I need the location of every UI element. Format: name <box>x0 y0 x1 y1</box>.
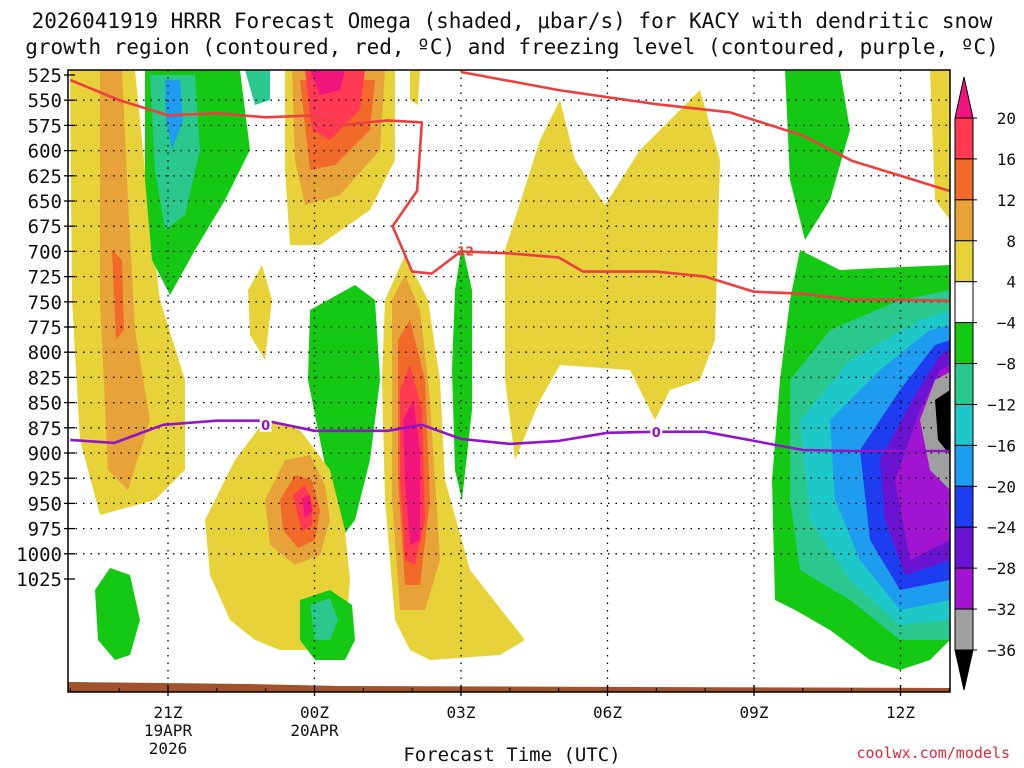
omega-region-11 <box>310 70 345 95</box>
x-tick-label-06Z: 06Z <box>593 703 622 722</box>
omega-region-29 <box>95 568 140 660</box>
x-tick-label-00Z: 00Z <box>300 703 329 722</box>
y-tick-label-800: 800 <box>28 342 62 364</box>
y-tick-label-825: 825 <box>28 367 62 389</box>
colorbar-seg-12 <box>954 608 974 651</box>
colorbar-label-11: −28 <box>987 559 1016 578</box>
omega-region-6 <box>245 70 270 105</box>
y-tick-label-1025: 1025 <box>16 569 62 591</box>
colorbar-label-4: 4 <box>1006 273 1016 292</box>
chart-title-line2: growth region (contoured, red, ºC) and f… <box>25 35 999 59</box>
axes: 525 550 575 600 625 650 675 700 725 750 775 800 825 8… <box>16 65 951 758</box>
x-axis-title: Forecast Time (UTC) <box>403 744 621 766</box>
colorbar-label-5: −4 <box>997 314 1016 333</box>
y-tick-label-600: 600 <box>28 141 62 163</box>
colorbar: 20 16 12 8 4 −4 −8 −12 −16 −20 −24 −28 −32 −36 <box>954 76 1016 691</box>
y-tick-label-950: 950 <box>28 493 62 515</box>
terrain-strip <box>68 682 950 692</box>
colorbar-seg-5 <box>954 322 974 365</box>
x-tick-label-09Z: 09Z <box>740 703 769 722</box>
colorbar-seg-7 <box>954 403 974 446</box>
y-tick-label-900: 900 <box>28 443 62 465</box>
y-tick-label-875: 875 <box>28 418 62 440</box>
credit-text: coolwx.com/models <box>856 744 1010 762</box>
y-tick-label-625: 625 <box>28 166 62 188</box>
dgz-label: -12 <box>452 244 474 258</box>
colorbar-label-6: −8 <box>997 355 1016 374</box>
omega-shading <box>70 70 950 670</box>
chart-title-line1: 2026041919 HRRR Forecast Omega (shaded, … <box>31 9 993 33</box>
y-tick-label-725: 725 <box>28 267 62 289</box>
omega-region-21 <box>403 400 420 545</box>
colorbar-label-2: 12 <box>997 191 1016 210</box>
y-tick-label-650: 650 <box>28 191 62 213</box>
contour-lines: 0 0 -12 <box>69 70 950 453</box>
y-tick-label-975: 975 <box>28 519 62 541</box>
omega-region-40 <box>930 70 950 220</box>
colorbar-label-9: −20 <box>987 477 1016 496</box>
colorbar-label-13: −36 <box>987 641 1016 660</box>
contour-0 <box>70 419 950 453</box>
y-tick-label-675: 675 <box>28 216 62 238</box>
omega-region-28 <box>310 598 338 640</box>
y-tick-label-775: 775 <box>28 317 62 339</box>
colorbar-seg-10 <box>954 526 974 569</box>
contour-1 <box>69 78 950 303</box>
colorbar-label-1: 16 <box>997 150 1016 169</box>
omega-region-16 <box>452 245 472 500</box>
colorbar-seg-8 <box>954 444 974 487</box>
y-tick-label-525: 525 <box>28 65 62 87</box>
colorbar-seg-9 <box>954 485 974 528</box>
y-tick-label-850: 850 <box>28 393 62 415</box>
y-tick-label-575: 575 <box>28 115 62 137</box>
plot-frame <box>67 69 951 693</box>
colorbar-seg-3 <box>954 240 974 283</box>
omega-region-1 <box>100 70 150 490</box>
freezing-label-1: 0 <box>652 426 661 441</box>
colorbar-label-3: 8 <box>1006 232 1016 251</box>
colorbar-seg-2 <box>954 199 974 242</box>
colorbar-seg-1 <box>954 158 974 201</box>
colorbar-seg-0 <box>954 117 974 160</box>
omega-region-14 <box>505 90 720 460</box>
colorbar-label-8: −16 <box>987 436 1016 455</box>
x-tick-sublabel-21Z-1: 2026 <box>149 739 188 758</box>
x-tick-label-03Z: 03Z <box>447 703 476 722</box>
freezing-label-0: 0 <box>261 419 270 434</box>
colorbar-bottom-arrow <box>954 649 974 691</box>
freezing-label-bg-0 <box>259 416 272 432</box>
y-tick-label-925: 925 <box>28 468 62 490</box>
omega-region-39 <box>935 390 950 455</box>
omega-region-13 <box>248 265 272 360</box>
colorbar-label-10: −24 <box>987 518 1016 537</box>
y-tick-label-700: 700 <box>28 241 62 263</box>
x-tick-sublabel-00Z-0: 20APR <box>290 721 339 740</box>
omega-region-2 <box>112 250 124 340</box>
colorbar-label-0: 20 <box>997 109 1016 128</box>
colorbar-seg-4 <box>954 281 974 324</box>
x-tick-label-21Z: 21Z <box>154 703 183 722</box>
colorbar-top-arrow <box>954 76 974 119</box>
grid-lines <box>68 70 950 692</box>
x-tick-sublabel-21Z-0: 19APR <box>144 721 193 740</box>
y-tick-label-550: 550 <box>28 90 62 112</box>
colorbar-seg-6 <box>954 363 974 405</box>
y-tick-label-1000: 1000 <box>16 544 62 566</box>
contour-2 <box>460 70 950 193</box>
freezing-label-bg-1 <box>650 423 663 439</box>
colorbar-label-12: −32 <box>987 600 1016 619</box>
omega-region-26 <box>302 495 312 518</box>
colorbar-seg-11 <box>954 567 974 610</box>
omega-region-30 <box>785 70 850 240</box>
omega-region-15 <box>308 285 380 540</box>
omega-region-12 <box>410 70 420 105</box>
colorbar-label-7: −12 <box>987 395 1016 414</box>
y-tick-label-750: 750 <box>28 292 62 314</box>
x-tick-label-12Z: 12Z <box>886 703 915 722</box>
